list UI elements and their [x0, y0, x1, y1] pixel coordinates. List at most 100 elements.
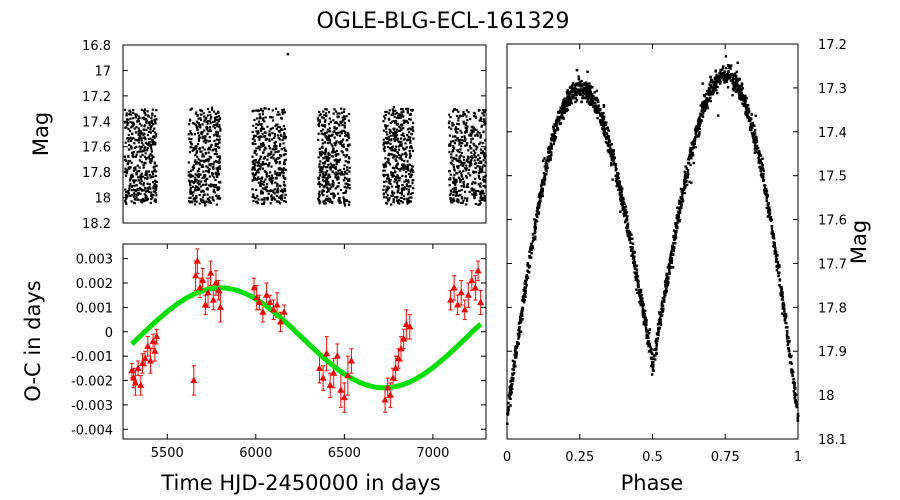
- o-c-point: [128, 366, 136, 374]
- lc-y-tick-label: 18: [94, 192, 111, 207]
- ph-y-tick-label: 17.8: [818, 301, 847, 316]
- o-c-point: [381, 396, 389, 403]
- light-curve-y-ticks: 16.8 17 17.2 17.4 17.6 17.8 18 18.2: [82, 39, 486, 232]
- o-c-point: [131, 378, 139, 386]
- o-c-x-ticks: 5500 6000 6500 7000: [151, 244, 449, 461]
- o-c-point: [216, 303, 224, 310]
- lc-y-tick-label: 17.8: [82, 166, 111, 181]
- o-c-point: [250, 283, 258, 291]
- light-curve-point: [328, 117, 331, 120]
- light-curve-frame: [122, 44, 487, 224]
- o-c-point: [337, 386, 345, 393]
- o-c-point: [199, 276, 207, 284]
- o-c-fit-curve: [130, 285, 483, 391]
- o-c-y-label: O-C in days: [21, 280, 45, 401]
- o-c-panel: 0.003 0.002 0.001 0 -0.001 -0.002 -0.003 -0.004…: [21, 243, 487, 495]
- o-c-point: [146, 357, 154, 364]
- oc-y-tick-label: -0.002: [71, 375, 113, 390]
- ph-y-tick-label: 17.9: [818, 345, 847, 360]
- ph-x-tick-label: 0.5: [642, 450, 663, 465]
- o-c-point: [386, 391, 394, 398]
- oc-y-tick-label: -0.001: [71, 350, 113, 365]
- ph-x-tick-label: 0: [503, 450, 511, 465]
- o-c-point: [333, 352, 341, 359]
- oc-x-tick-label: 6500: [328, 446, 361, 461]
- phased-light-curve-panel: 17.2 17.3 17.4 17.5 17.6 17.7 17.8 17.9 18 18.1 0…: [503, 38, 871, 495]
- o-c-point: [347, 357, 355, 364]
- o-c-x-label: Time HJD-2450000 in days: [160, 471, 440, 495]
- o-c-y-ticks: 0.003 0.002 0.001 0 -0.001 -0.002 -0.003 -0.004: [71, 253, 486, 438]
- o-c-point: [153, 332, 161, 340]
- oc-x-tick-label: 5500: [151, 446, 184, 461]
- light-curve-point: [144, 141, 147, 144]
- phased-y-label: Mag: [847, 220, 871, 264]
- o-c-point: [196, 283, 204, 291]
- o-c-frame: [122, 243, 487, 440]
- lc-y-tick-label: 17.2: [82, 90, 111, 105]
- o-c-point: [273, 300, 281, 308]
- o-c-point: [406, 322, 414, 330]
- o-c-point: [326, 381, 334, 388]
- oc-x-tick-label: 6000: [239, 446, 272, 461]
- o-c-point: [394, 354, 402, 362]
- lc-y-tick-label: 17.6: [82, 141, 111, 156]
- light-curve-point: [200, 190, 203, 193]
- o-c-point: [151, 347, 159, 354]
- o-c-point: [389, 374, 397, 381]
- o-c-point: [134, 364, 142, 371]
- o-c-point: [468, 276, 476, 284]
- figure-title: OGLE-BLG-ECL-161329: [316, 9, 569, 34]
- o-c-point: [474, 266, 482, 274]
- o-c-point: [323, 349, 331, 357]
- oc-y-tick-label: 0: [105, 326, 113, 341]
- o-c-point: [400, 335, 408, 342]
- lc-y-tick-label: 17: [94, 64, 111, 79]
- o-c-point: [149, 337, 157, 344]
- ph-y-tick-label: 17.7: [818, 257, 847, 272]
- o-c-point: [457, 288, 465, 296]
- o-c-point: [215, 286, 223, 293]
- o-c-point: [138, 359, 146, 366]
- oc-y-tick-label: 0.001: [76, 301, 113, 316]
- ph-x-tick-label: 0.75: [711, 450, 740, 465]
- ph-x-tick-label: 1: [794, 450, 802, 465]
- o-c-point: [461, 305, 469, 313]
- o-c-point: [477, 298, 485, 305]
- oc-y-tick-label: -0.004: [71, 423, 113, 438]
- lc-y-tick-label: 18.2: [82, 217, 111, 232]
- phased-x-ticks: 0 0.25 0.5 0.75 1: [503, 44, 802, 465]
- o-c-point: [402, 320, 410, 327]
- light-curve-y-label: Mag: [29, 112, 53, 156]
- o-c-point: [454, 300, 462, 308]
- o-c-points: [128, 257, 485, 403]
- o-c-point: [450, 283, 458, 291]
- o-c-point: [193, 257, 201, 264]
- o-c-point: [201, 300, 209, 308]
- phased-y-ticks: 17.2 17.3 17.4 17.5 17.6 17.7 17.8 17.9 18 18.1: [507, 38, 847, 448]
- oc-y-tick-label: 0.003: [76, 253, 113, 268]
- oc-y-tick-label: -0.003: [71, 399, 113, 414]
- ph-y-tick-label: 17.4: [818, 126, 847, 141]
- light-curve-outlier: [286, 52, 290, 56]
- o-c-point: [344, 371, 352, 379]
- o-c-point: [319, 374, 327, 381]
- o-c-point: [255, 298, 263, 305]
- light-curve-panel: 16.8 17 17.2 17.4 17.6 17.8 18 18.2 Mag: [29, 39, 487, 232]
- o-c-point: [270, 305, 278, 313]
- phased-light-curve-points: [506, 55, 800, 425]
- o-c-point: [471, 283, 479, 291]
- ph-y-tick-label: 17.2: [818, 38, 847, 53]
- o-c-point: [212, 279, 220, 286]
- lc-y-tick-label: 17.4: [82, 115, 111, 130]
- o-c-point: [384, 383, 392, 391]
- ph-x-tick-label: 0.25: [565, 450, 594, 465]
- phased-frame: [506, 43, 799, 440]
- oc-y-tick-label: 0.002: [76, 277, 113, 292]
- o-c-point: [209, 296, 217, 303]
- o-c-point: [280, 308, 288, 315]
- o-c-point: [192, 271, 200, 279]
- o-c-error-bars: [129, 248, 483, 413]
- o-c-point: [397, 344, 405, 352]
- ph-y-tick-label: 18.1: [818, 433, 847, 448]
